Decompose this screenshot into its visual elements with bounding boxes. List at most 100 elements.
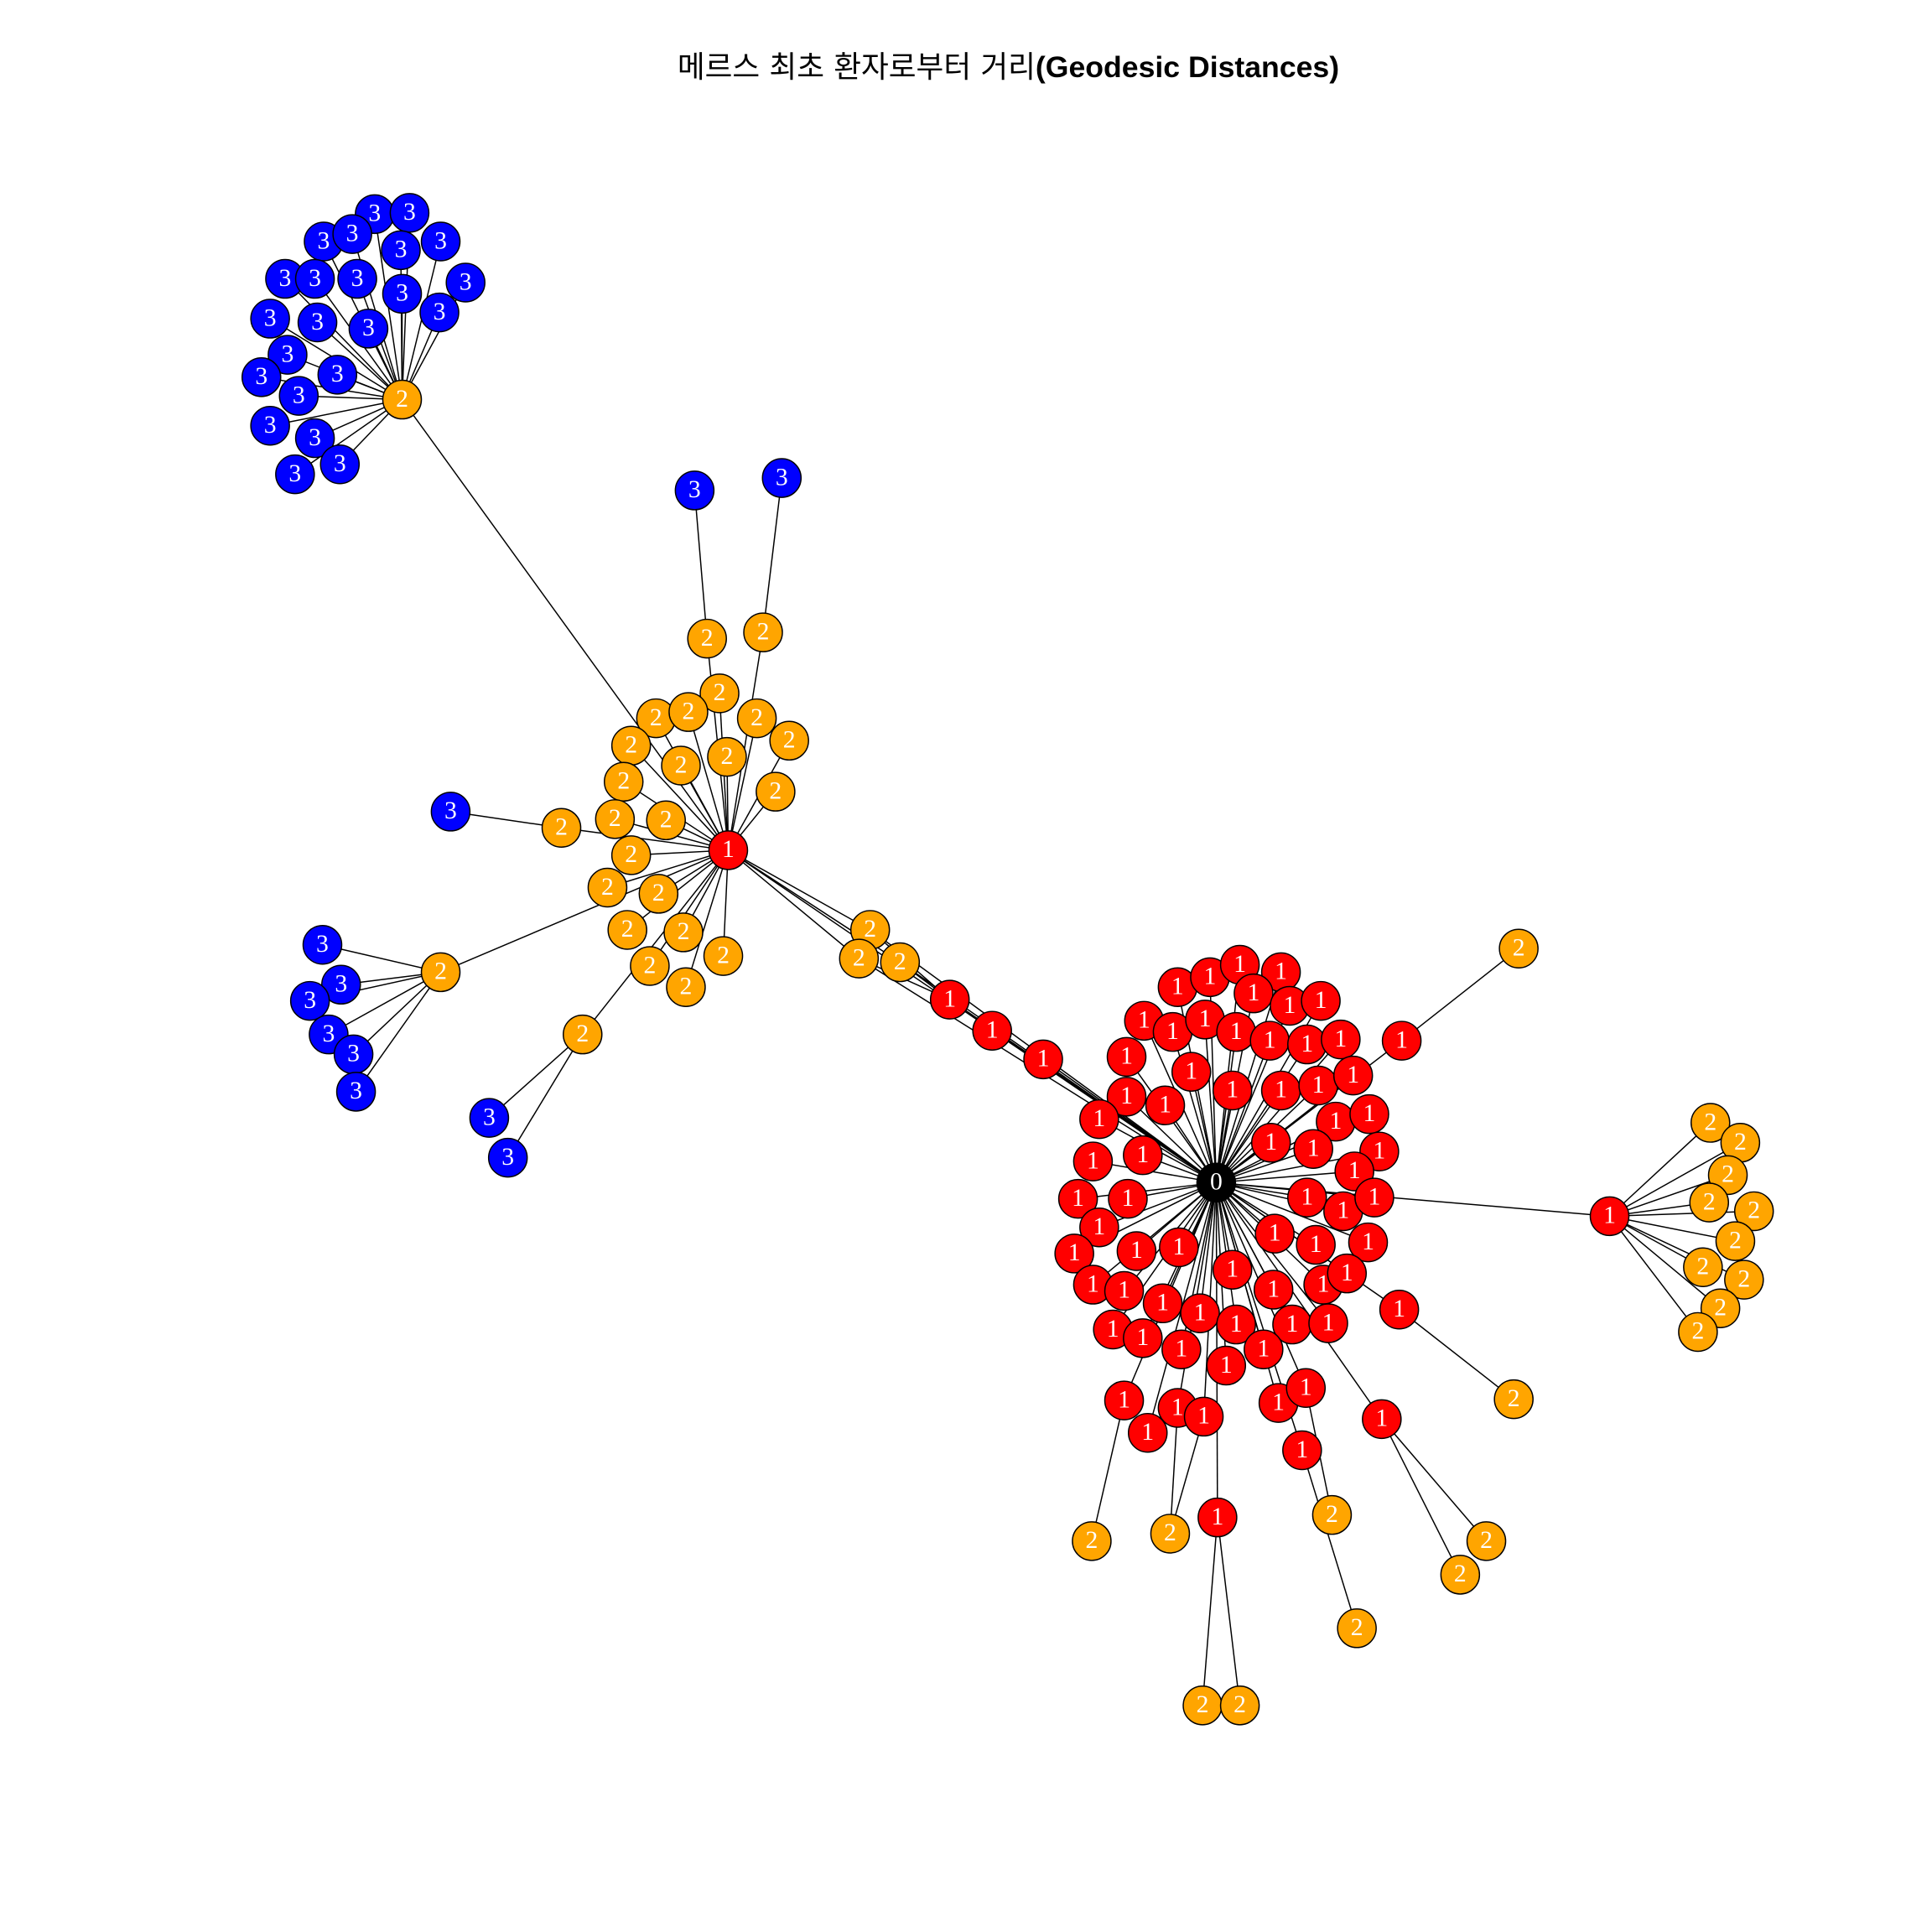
node: 1: [1379, 1289, 1420, 1330]
node-circle: [1308, 1303, 1348, 1343]
node-circle: [661, 745, 701, 786]
node-circle: [1123, 1318, 1163, 1358]
node-label: 3: [403, 199, 416, 226]
node-circle: [1282, 1430, 1322, 1471]
node: 2: [1733, 1191, 1774, 1232]
node-circle: [1212, 1070, 1253, 1111]
node: 1: [1253, 1270, 1294, 1310]
node-circle: [1142, 1283, 1183, 1324]
node-label: 3: [288, 460, 301, 487]
node-circle: [1106, 1036, 1147, 1078]
node-label: 1: [1257, 1336, 1270, 1363]
edge: [1609, 1215, 1736, 1242]
node-label: 1: [1284, 992, 1296, 1019]
node: 1: [1287, 1177, 1327, 1218]
edge: [355, 971, 442, 1093]
node-circle: [1689, 1182, 1730, 1223]
node: 2: [839, 938, 880, 979]
node-circle: [1159, 1227, 1199, 1268]
node: 1: [1106, 1077, 1147, 1117]
node: 1: [1152, 1011, 1193, 1052]
node: 2: [636, 698, 677, 739]
node-circle: [1440, 1555, 1481, 1595]
node-circle: [1466, 1521, 1507, 1561]
node: 3: [275, 454, 315, 495]
edge: [1609, 1142, 1741, 1218]
node-circle: [1287, 1177, 1327, 1218]
node: 1: [1072, 1265, 1114, 1305]
node-circle: [1123, 1135, 1163, 1176]
node-circle: [1079, 1208, 1119, 1248]
node: 1: [1116, 1231, 1157, 1271]
node-label: 3: [346, 220, 359, 247]
node-circle: [278, 376, 319, 416]
node-label: 3: [395, 236, 408, 263]
edge: [1608, 1215, 1699, 1332]
node: 2: [668, 692, 709, 732]
edge: [1215, 1040, 1403, 1183]
node: 3: [250, 405, 290, 446]
node-circle: [880, 942, 921, 983]
node: 1: [708, 830, 749, 870]
edge: [488, 1034, 584, 1119]
node-circle: [1196, 1162, 1237, 1203]
node: 1: [1079, 1208, 1119, 1248]
node-label: 2: [1164, 1519, 1176, 1546]
edge: [727, 718, 758, 851]
node: 2: [420, 952, 461, 993]
node-circle: [297, 302, 338, 343]
edge: [1199, 1182, 1218, 1314]
node-label: 1: [1286, 1311, 1299, 1337]
edge: [322, 944, 441, 974]
node: 2: [1683, 1247, 1723, 1288]
node-circle: [1171, 1052, 1212, 1092]
node-label: 2: [701, 625, 714, 652]
node-label: 3: [279, 265, 292, 292]
node: 2: [1678, 1311, 1718, 1353]
node-label: 2: [1691, 1318, 1704, 1345]
node-label: 2: [1703, 1188, 1716, 1215]
node-label: 1: [1310, 1231, 1322, 1258]
edge: [1609, 1210, 1754, 1218]
node-label: 1: [1220, 1352, 1233, 1379]
node-circle: [674, 470, 715, 511]
node-label: 3: [255, 363, 267, 390]
node: 1: [1093, 1309, 1133, 1350]
node: 2: [1440, 1555, 1481, 1595]
node-label: 1: [986, 1016, 999, 1043]
node-label: 1: [1317, 1270, 1330, 1297]
node-circle: [1733, 1191, 1774, 1232]
node-circle: [1589, 1196, 1630, 1237]
node-circle: [332, 214, 372, 254]
node-label: 1: [1197, 1403, 1210, 1430]
edge: [1609, 1174, 1728, 1218]
node: 1: [1233, 973, 1274, 1014]
node-circle: [1079, 1098, 1119, 1140]
node-label: 1: [1393, 1296, 1405, 1322]
node: 1: [1159, 1227, 1199, 1268]
edge: [284, 278, 403, 401]
node: 1: [1108, 1178, 1148, 1219]
node: 1: [1054, 1233, 1094, 1274]
node-circle: [294, 258, 335, 299]
edge: [727, 632, 764, 851]
node-circle: [1072, 1521, 1112, 1561]
node-circle: [1285, 1368, 1327, 1409]
node-label: 1: [1368, 1183, 1381, 1210]
node-label: 3: [434, 227, 447, 254]
node: 3: [445, 262, 486, 303]
node-label: 1: [1230, 1311, 1243, 1337]
node-label: 3: [311, 309, 324, 335]
node-circle: [607, 910, 647, 950]
node: 3: [382, 273, 423, 314]
node: 1: [1270, 985, 1310, 1026]
node-circle: [666, 967, 706, 1007]
node-label: 2: [1737, 1265, 1750, 1292]
node: 3: [289, 980, 330, 1021]
node-label: 1: [1072, 1185, 1084, 1212]
node-label: 3: [362, 314, 375, 341]
node-circle: [321, 964, 361, 1005]
node: 1: [1072, 1141, 1114, 1182]
node-circle: [1057, 1178, 1098, 1219]
node-label: 2: [1197, 1691, 1209, 1718]
